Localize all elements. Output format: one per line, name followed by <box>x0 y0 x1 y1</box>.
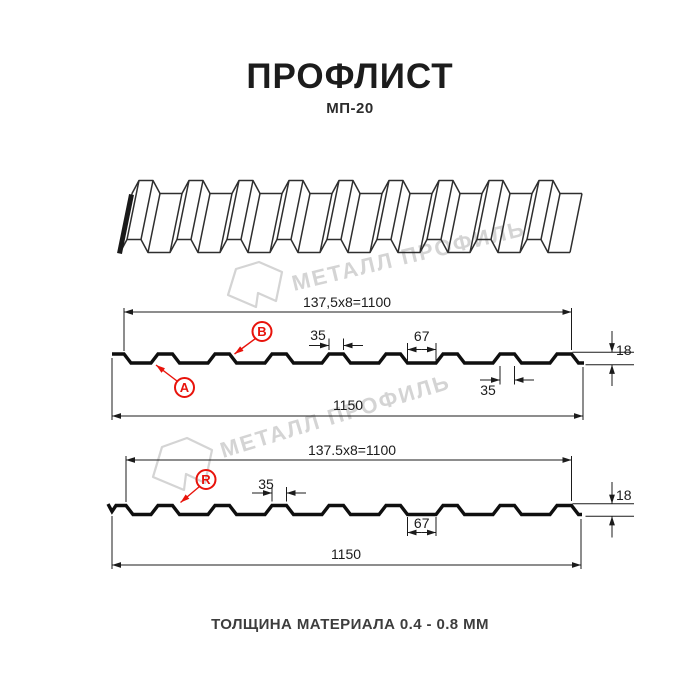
dimension-value: 67 <box>414 515 430 531</box>
callout-letter: R <box>201 472 211 487</box>
callout-letter: B <box>257 324 266 339</box>
watermark-2: МЕТАЛЛ ПРОФИЛЬ <box>151 369 453 492</box>
side-b-marker: B <box>234 321 273 355</box>
extension-lines <box>271 487 287 502</box>
profile-model-subtitle: МП-20 <box>326 100 374 117</box>
extension-lines <box>125 456 572 502</box>
dim-pitch-top: 137,5x8=1100 <box>123 294 572 351</box>
profile-3d-view <box>117 179 583 254</box>
sheet-cut-edge <box>117 194 134 254</box>
extension-lines <box>407 343 437 361</box>
side-a-marker: A <box>155 364 195 398</box>
dim-overall-width: 1150 <box>111 516 582 569</box>
dim-overall-width: 1150 <box>111 358 584 420</box>
callout-circle <box>174 377 195 398</box>
callout-letter: A <box>180 380 190 395</box>
dim-profile-height: 18 <box>572 482 634 538</box>
dim-valley-width: 67 <box>407 328 437 361</box>
section-top-drawing: 137,5x8=1100 35 67 18 <box>111 294 634 420</box>
dimension-value: 18 <box>616 487 632 503</box>
metal-profil-logo-icon <box>226 260 284 309</box>
reference-lines <box>572 503 634 517</box>
dim-valley-width: 67 <box>407 515 437 536</box>
dimension-value: 35 <box>258 476 274 492</box>
extension-lines <box>123 308 572 351</box>
extension-lines <box>499 366 515 385</box>
back-edge-zigzag <box>131 179 583 195</box>
dim-pitch-top: 137.5x8=1100 <box>125 442 572 502</box>
callout-circle <box>251 321 273 342</box>
reference-lines <box>572 351 634 366</box>
dim-rib-top-width: 35 <box>309 327 363 350</box>
profile-cross-section-r <box>106 503 582 517</box>
dim-rib-bottom-width: 35 <box>480 366 534 398</box>
callout-circle <box>195 469 217 490</box>
dimension-value: 35 <box>310 327 326 343</box>
metal-profil-logo-icon <box>151 436 214 492</box>
dim-profile-height: 18 <box>572 331 634 386</box>
dimension-value: 67 <box>414 328 430 344</box>
dimension-value: 35 <box>480 382 496 398</box>
dim-rib-top-width: 35 <box>252 476 306 502</box>
extension-lines <box>111 516 582 569</box>
dimension-value: 1150 <box>331 546 361 562</box>
section-bottom-drawing: 137.5x8=1100 35 18 67 <box>106 442 634 569</box>
profile-cross-section-ab <box>112 352 584 365</box>
page-title: ПРОФЛИСТ <box>246 57 454 96</box>
extension-lines <box>111 358 584 420</box>
side-r-marker: R <box>180 469 217 504</box>
extension-lines <box>328 338 344 350</box>
dimension-value: 137,5x8=1100 <box>303 294 391 310</box>
dimension-value: 137.5x8=1100 <box>308 442 396 458</box>
dimension-value: 18 <box>616 342 632 358</box>
dimension-value: 1150 <box>333 397 363 413</box>
material-thickness-note: ТОЛЩИНА МАТЕРИАЛА 0.4 - 0.8 ММ <box>211 616 489 633</box>
